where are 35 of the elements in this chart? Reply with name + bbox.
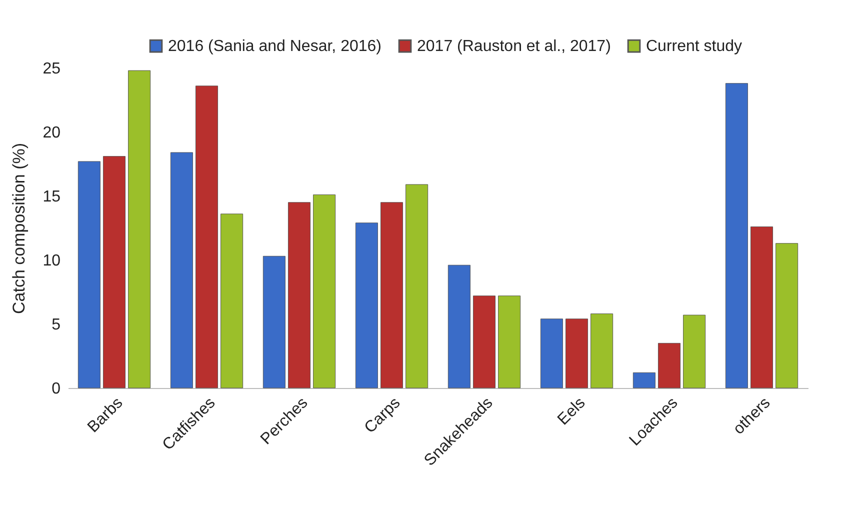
y-tick-label: 5 (52, 316, 61, 334)
x-tick-label: Eels (554, 394, 589, 429)
bar (128, 70, 151, 388)
bar (78, 161, 100, 388)
bar (472, 296, 496, 388)
bar (683, 314, 706, 388)
bar (102, 156, 126, 388)
bar (725, 83, 748, 388)
legend-label: 2017 (Rauston et al., 2017) (417, 38, 611, 56)
bar (380, 202, 404, 388)
bar (355, 222, 378, 388)
bar (262, 256, 286, 388)
y-tick-label: 15 (42, 188, 61, 206)
bar (170, 152, 193, 388)
bar (220, 214, 244, 388)
bar (195, 86, 218, 388)
y-tick-label: 0 (52, 380, 61, 398)
y-tick-label: 20 (42, 124, 61, 142)
bar (406, 184, 428, 388)
bar (540, 318, 563, 388)
legend-label: Current study (646, 38, 742, 56)
y-axis-title: Catch composition (%) (10, 142, 29, 314)
legend-label: 2016 (Sania and Nesar, 2016) (168, 38, 382, 56)
bar (658, 342, 681, 388)
bar (590, 314, 614, 388)
bar (313, 194, 336, 388)
bar (565, 318, 588, 388)
bar (498, 296, 521, 388)
bar (632, 372, 656, 388)
bar (288, 202, 311, 388)
bar (750, 226, 774, 388)
y-tick-label: 10 (42, 252, 61, 270)
bar (448, 264, 470, 388)
bar (776, 243, 798, 388)
y-tick-label: 25 (42, 60, 61, 78)
